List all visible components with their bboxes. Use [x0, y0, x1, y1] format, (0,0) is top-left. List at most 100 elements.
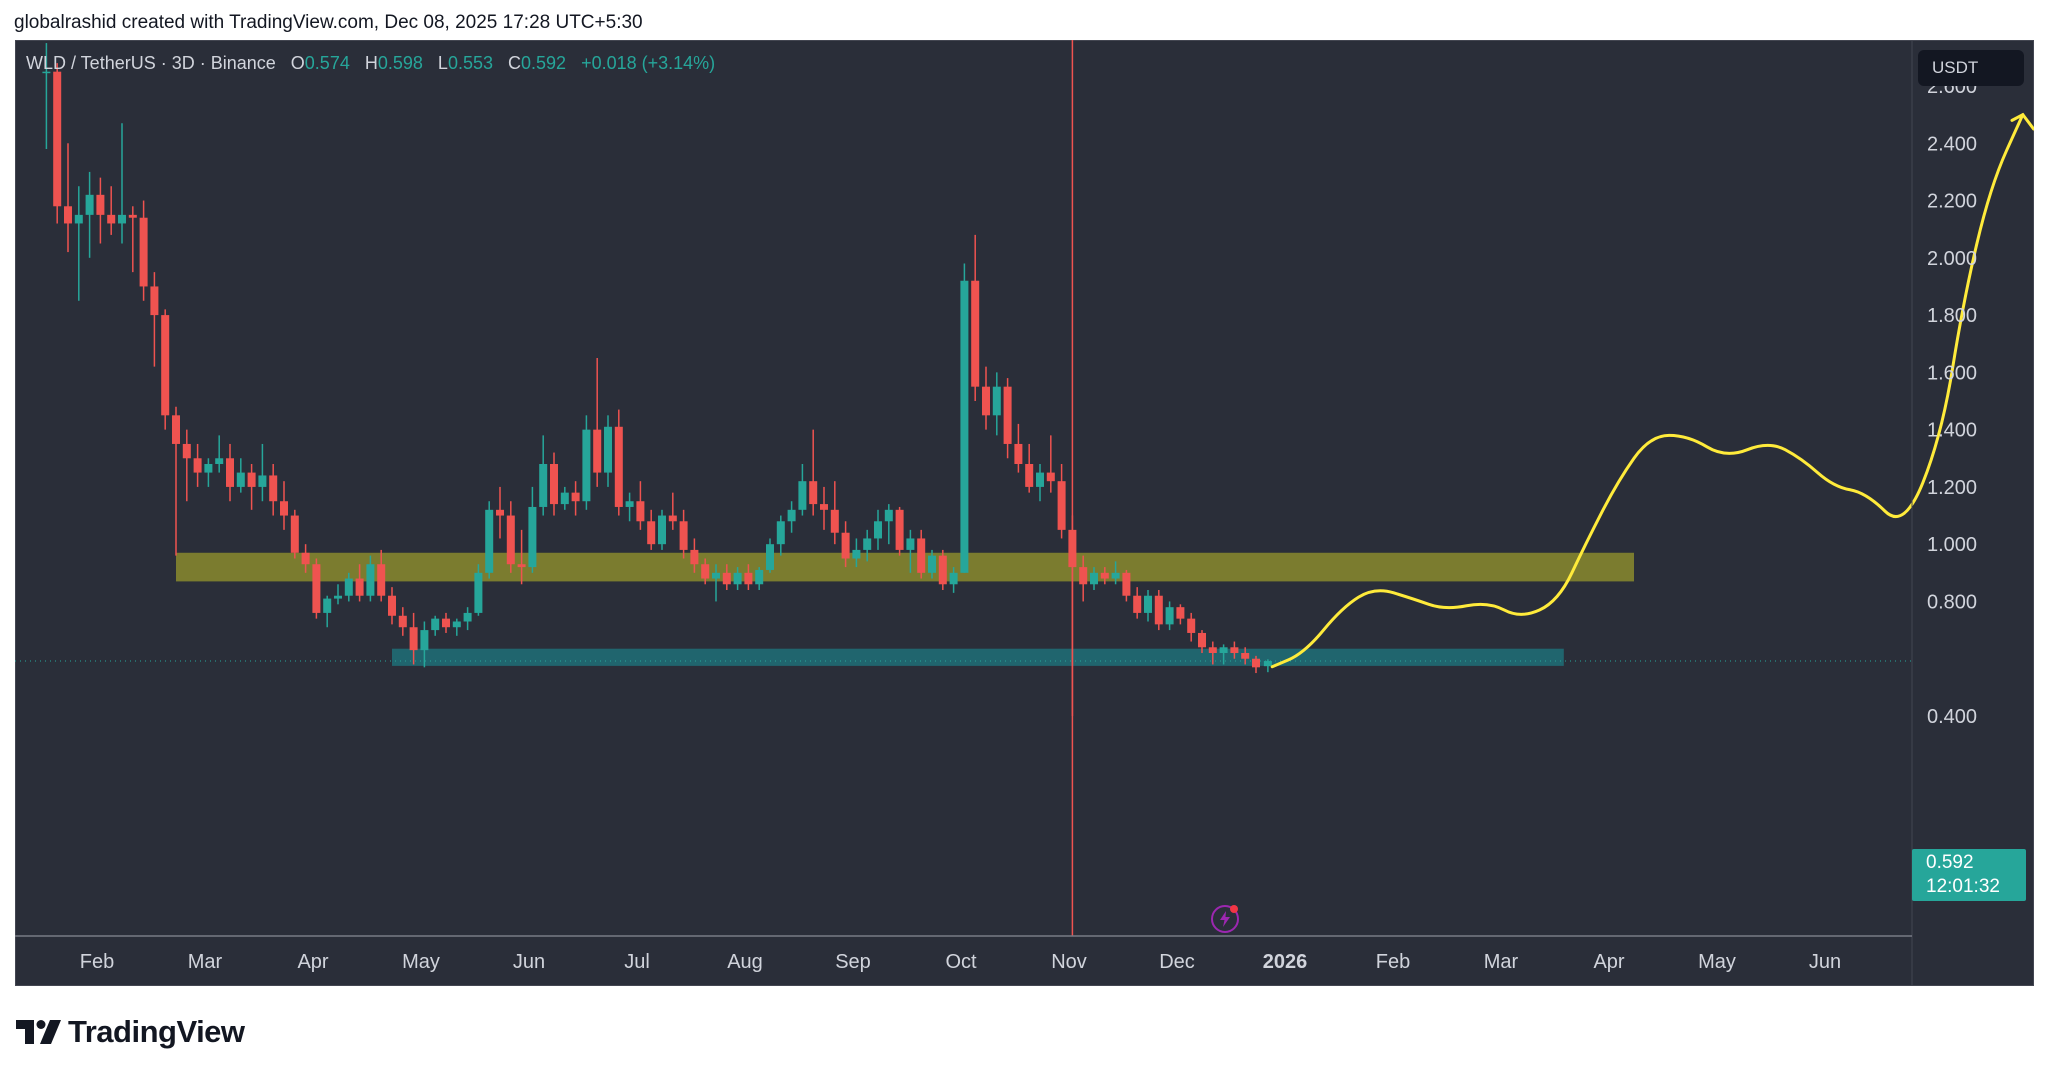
alert-bolt-icon[interactable] — [1210, 904, 1240, 934]
x-tick-label: Oct — [945, 951, 977, 973]
candle — [96, 177, 105, 244]
y-tick-label: 0.800 — [1927, 591, 1977, 613]
y-tick-label: 2.400 — [1927, 133, 1977, 155]
candle — [290, 509, 299, 559]
candle — [1111, 561, 1120, 585]
candle — [1100, 567, 1109, 585]
candle-body — [161, 315, 170, 416]
candle — [668, 492, 677, 530]
candle — [377, 549, 386, 602]
candle — [1198, 630, 1206, 653]
candle — [938, 549, 947, 590]
candle — [614, 409, 623, 516]
candle — [398, 607, 407, 636]
candle — [1014, 423, 1023, 473]
candle — [1025, 443, 1034, 493]
candle — [1068, 515, 1077, 716]
candle-body — [928, 555, 936, 573]
candle-body — [1036, 472, 1044, 487]
candle-body — [560, 492, 569, 505]
candle-body — [604, 426, 612, 473]
y-tick-label: 1.200 — [1927, 477, 1977, 499]
candle — [85, 171, 94, 258]
candle-body — [215, 458, 224, 464]
candle-body — [452, 621, 461, 628]
candle-body — [1057, 481, 1066, 530]
candle-body — [323, 598, 332, 613]
candle — [971, 234, 980, 401]
candle-body — [571, 492, 580, 502]
candle-body — [74, 214, 83, 224]
candle-body — [1219, 647, 1228, 653]
candle-body — [647, 521, 656, 545]
symbol-name[interactable]: WLD / TetherUS · 3D · Binance — [26, 53, 276, 73]
candle-body — [517, 564, 526, 568]
candle — [776, 515, 785, 556]
current-price-value: 0.592 — [1926, 852, 1974, 873]
candle — [787, 501, 796, 533]
x-tick-label: Jun — [513, 951, 545, 973]
candle-body — [766, 544, 774, 570]
candle-body — [593, 429, 602, 473]
candle — [884, 504, 893, 545]
candle — [485, 501, 494, 579]
candle — [1003, 378, 1012, 459]
candle-body — [1014, 443, 1023, 464]
candle — [1230, 641, 1239, 659]
candle-body — [496, 509, 504, 516]
x-tick-label: May — [402, 951, 440, 973]
candle-body — [528, 506, 537, 568]
candle — [1219, 644, 1228, 665]
candle — [506, 501, 515, 573]
candle — [139, 200, 148, 301]
candle — [1165, 601, 1174, 631]
candle-body — [1046, 472, 1055, 482]
candle-body — [236, 472, 245, 487]
candle-body — [1165, 607, 1174, 625]
bar-countdown: 12:01:32 — [1926, 876, 2000, 897]
close-label: C — [508, 53, 521, 73]
candle-body — [1025, 464, 1034, 487]
candle-body — [690, 549, 699, 565]
candle-body — [1252, 658, 1260, 668]
candle-body — [301, 552, 310, 565]
candle — [1263, 659, 1272, 673]
candle — [517, 529, 526, 585]
open-value: 0.574 — [304, 53, 350, 73]
high-label: H — [364, 53, 378, 73]
candle — [679, 509, 688, 559]
candle-body — [852, 549, 861, 559]
candle-body — [1133, 595, 1142, 613]
candle — [852, 538, 861, 568]
candle — [107, 186, 116, 235]
candle-body — [614, 426, 623, 507]
candle-body — [280, 501, 288, 516]
candle-body — [874, 521, 882, 539]
candle — [593, 358, 602, 487]
y-tick-label: 1.400 — [1927, 420, 1977, 442]
candle — [323, 595, 332, 628]
candle — [312, 558, 321, 619]
candle-body — [1198, 632, 1206, 648]
candle — [1090, 567, 1098, 590]
candle-body — [42, 71, 51, 74]
candle — [409, 612, 418, 665]
x-tick-label: Mar — [188, 951, 223, 973]
candle — [1036, 464, 1044, 502]
candle-body — [506, 515, 515, 565]
candle-body — [787, 509, 796, 522]
candle — [53, 63, 62, 224]
currency-unit-button[interactable]: USDT — [1918, 50, 2024, 86]
tradingview-logo-icon — [16, 1020, 61, 1044]
candle — [917, 529, 926, 579]
candle — [247, 464, 256, 510]
y-tick-label: 2.200 — [1927, 191, 1977, 213]
projection-arrowhead — [2010, 112, 2034, 131]
candle — [928, 549, 936, 579]
candle-body — [139, 217, 148, 287]
candle — [582, 415, 591, 510]
candlestick-chart[interactable]: 2.6002.4002.2002.0001.8001.6001.4001.200… — [15, 40, 2034, 986]
candle-body — [863, 538, 872, 550]
tradingview-logo[interactable]: TradingView — [16, 1014, 245, 1050]
candle-body — [712, 572, 720, 579]
